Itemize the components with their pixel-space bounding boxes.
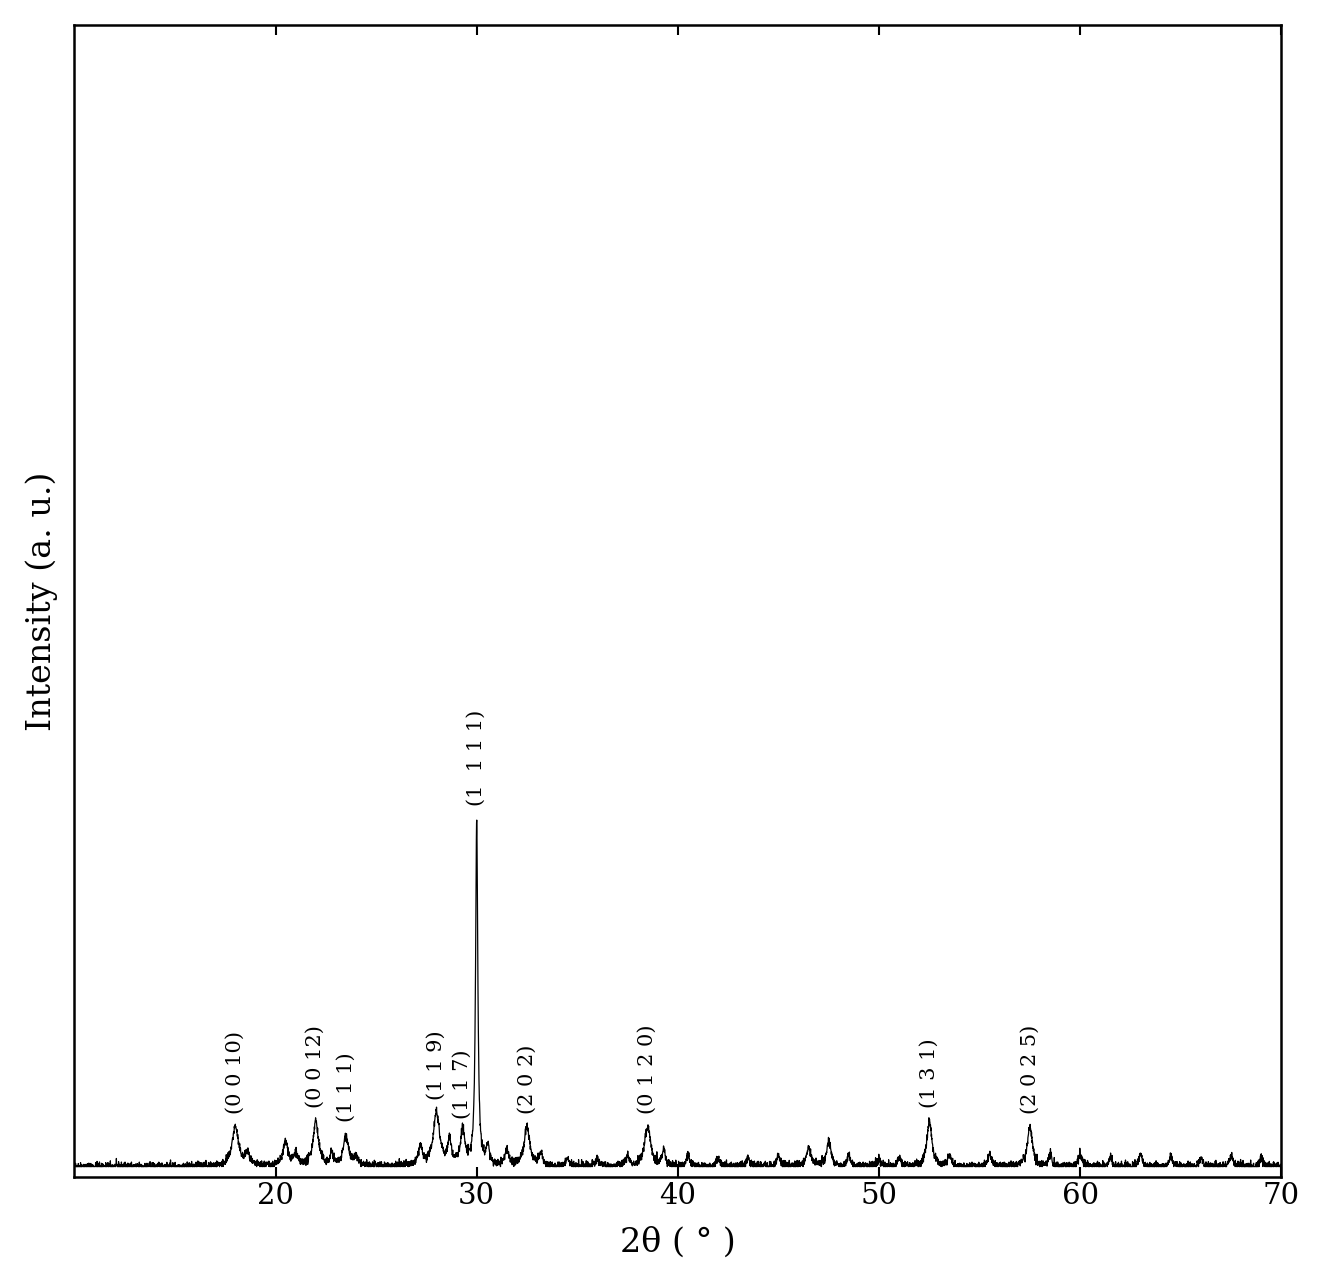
Text: (0 0 10): (0 0 10) xyxy=(225,1031,245,1113)
Text: (1 1 9): (1 1 9) xyxy=(427,1030,447,1099)
Y-axis label: Intensity (a. u.): Intensity (a. u.) xyxy=(25,471,58,731)
Text: (1 3 1): (1 3 1) xyxy=(920,1039,939,1108)
Text: (0 0 12): (0 0 12) xyxy=(306,1026,325,1108)
X-axis label: 2θ ( ° ): 2θ ( ° ) xyxy=(620,1228,735,1260)
Text: (2 0 2): (2 0 2) xyxy=(518,1044,537,1113)
Text: (2 0 2 5): (2 0 2 5) xyxy=(1020,1025,1039,1113)
Text: (1  1 1 1): (1 1 1 1) xyxy=(468,709,486,805)
Text: (0 1 2 0): (0 1 2 0) xyxy=(639,1025,657,1113)
Text: (1 1 1): (1 1 1) xyxy=(337,1053,355,1122)
Text: (1 1 7): (1 1 7) xyxy=(453,1049,472,1118)
